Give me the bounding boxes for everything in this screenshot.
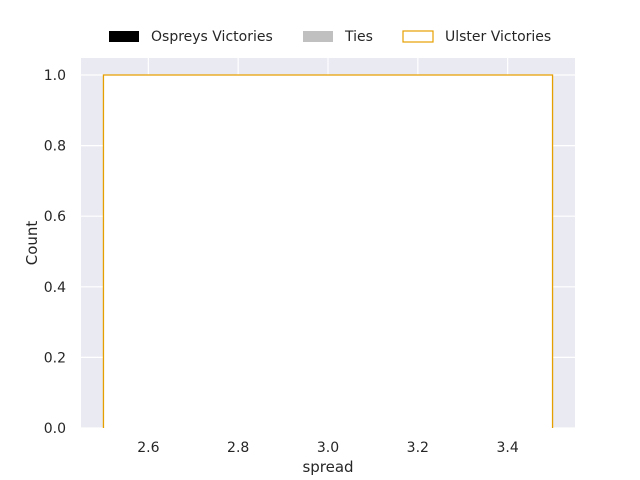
y-tick-label: 1.0 (44, 68, 66, 84)
y-tick-label: 0.2 (44, 350, 66, 366)
y-axis-label: Count (23, 221, 41, 266)
legend-label: Ospreys Victories (151, 29, 273, 45)
y-tick-label: 0.6 (44, 209, 66, 225)
y-axis-ticks: 0.0 0.2 0.4 0.6 0.8 1.0 (44, 68, 66, 437)
legend-label: Ulster Victories (445, 29, 551, 45)
bar-fill (103, 75, 553, 428)
x-axis-ticks: 2.6 2.8 3.0 3.2 3.4 (137, 440, 519, 456)
x-tick-label: 3.0 (317, 440, 339, 456)
y-tick-label: 0.0 (44, 421, 66, 437)
legend-swatch (109, 31, 139, 42)
histogram-bar (102, 74, 554, 428)
x-tick-label: 3.4 (497, 440, 519, 456)
y-tick-label: 0.4 (44, 280, 66, 296)
legend-swatch (402, 30, 434, 43)
y-tick-label: 0.8 (44, 139, 66, 155)
x-tick-label: 2.8 (227, 440, 249, 456)
legend-swatch (303, 31, 333, 42)
x-tick-label: 2.6 (137, 440, 159, 456)
x-tick-label: 3.2 (407, 440, 429, 456)
bars (102, 74, 554, 428)
x-axis-label: spread (302, 458, 353, 476)
legend: Ospreys Victories Ties Ulster Victories (109, 29, 551, 45)
legend-label: Ties (344, 29, 373, 45)
